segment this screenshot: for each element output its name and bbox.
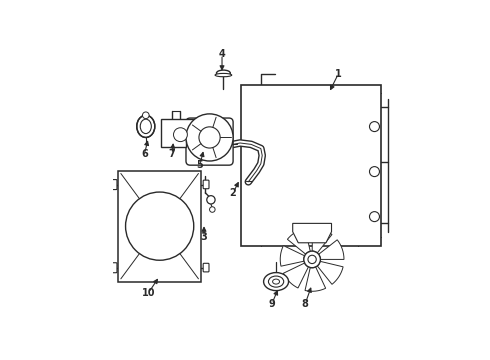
Circle shape [186, 114, 233, 161]
Polygon shape [312, 228, 332, 253]
Circle shape [125, 192, 194, 260]
Polygon shape [161, 120, 195, 147]
Circle shape [207, 195, 215, 204]
Circle shape [143, 112, 149, 118]
Text: 1: 1 [335, 69, 342, 79]
Polygon shape [318, 240, 344, 260]
Ellipse shape [269, 276, 284, 287]
Ellipse shape [272, 279, 279, 284]
Text: 4: 4 [219, 49, 225, 59]
Circle shape [369, 122, 379, 131]
Circle shape [304, 251, 320, 268]
Text: 5: 5 [196, 160, 203, 170]
FancyBboxPatch shape [110, 263, 117, 273]
Polygon shape [283, 263, 308, 288]
Circle shape [199, 127, 220, 148]
Circle shape [210, 207, 215, 212]
Ellipse shape [217, 70, 230, 76]
FancyBboxPatch shape [203, 263, 209, 272]
Ellipse shape [140, 119, 151, 134]
Text: 6: 6 [141, 149, 148, 159]
Circle shape [369, 212, 379, 222]
FancyBboxPatch shape [118, 171, 201, 282]
Polygon shape [288, 228, 310, 254]
FancyBboxPatch shape [242, 85, 381, 246]
Text: 9: 9 [269, 299, 275, 309]
Polygon shape [280, 246, 305, 266]
Polygon shape [318, 261, 343, 284]
Text: 2: 2 [230, 188, 237, 198]
Ellipse shape [137, 115, 155, 138]
FancyBboxPatch shape [110, 180, 117, 190]
FancyBboxPatch shape [186, 118, 233, 165]
FancyBboxPatch shape [203, 180, 209, 189]
Polygon shape [293, 223, 332, 243]
Text: 7: 7 [169, 149, 175, 159]
Circle shape [369, 167, 379, 177]
Text: 10: 10 [142, 288, 155, 298]
Ellipse shape [264, 273, 289, 291]
Circle shape [173, 128, 187, 141]
Circle shape [308, 255, 316, 264]
Ellipse shape [215, 73, 232, 77]
Text: 3: 3 [200, 232, 207, 242]
Text: 8: 8 [302, 299, 309, 309]
Polygon shape [305, 267, 326, 291]
